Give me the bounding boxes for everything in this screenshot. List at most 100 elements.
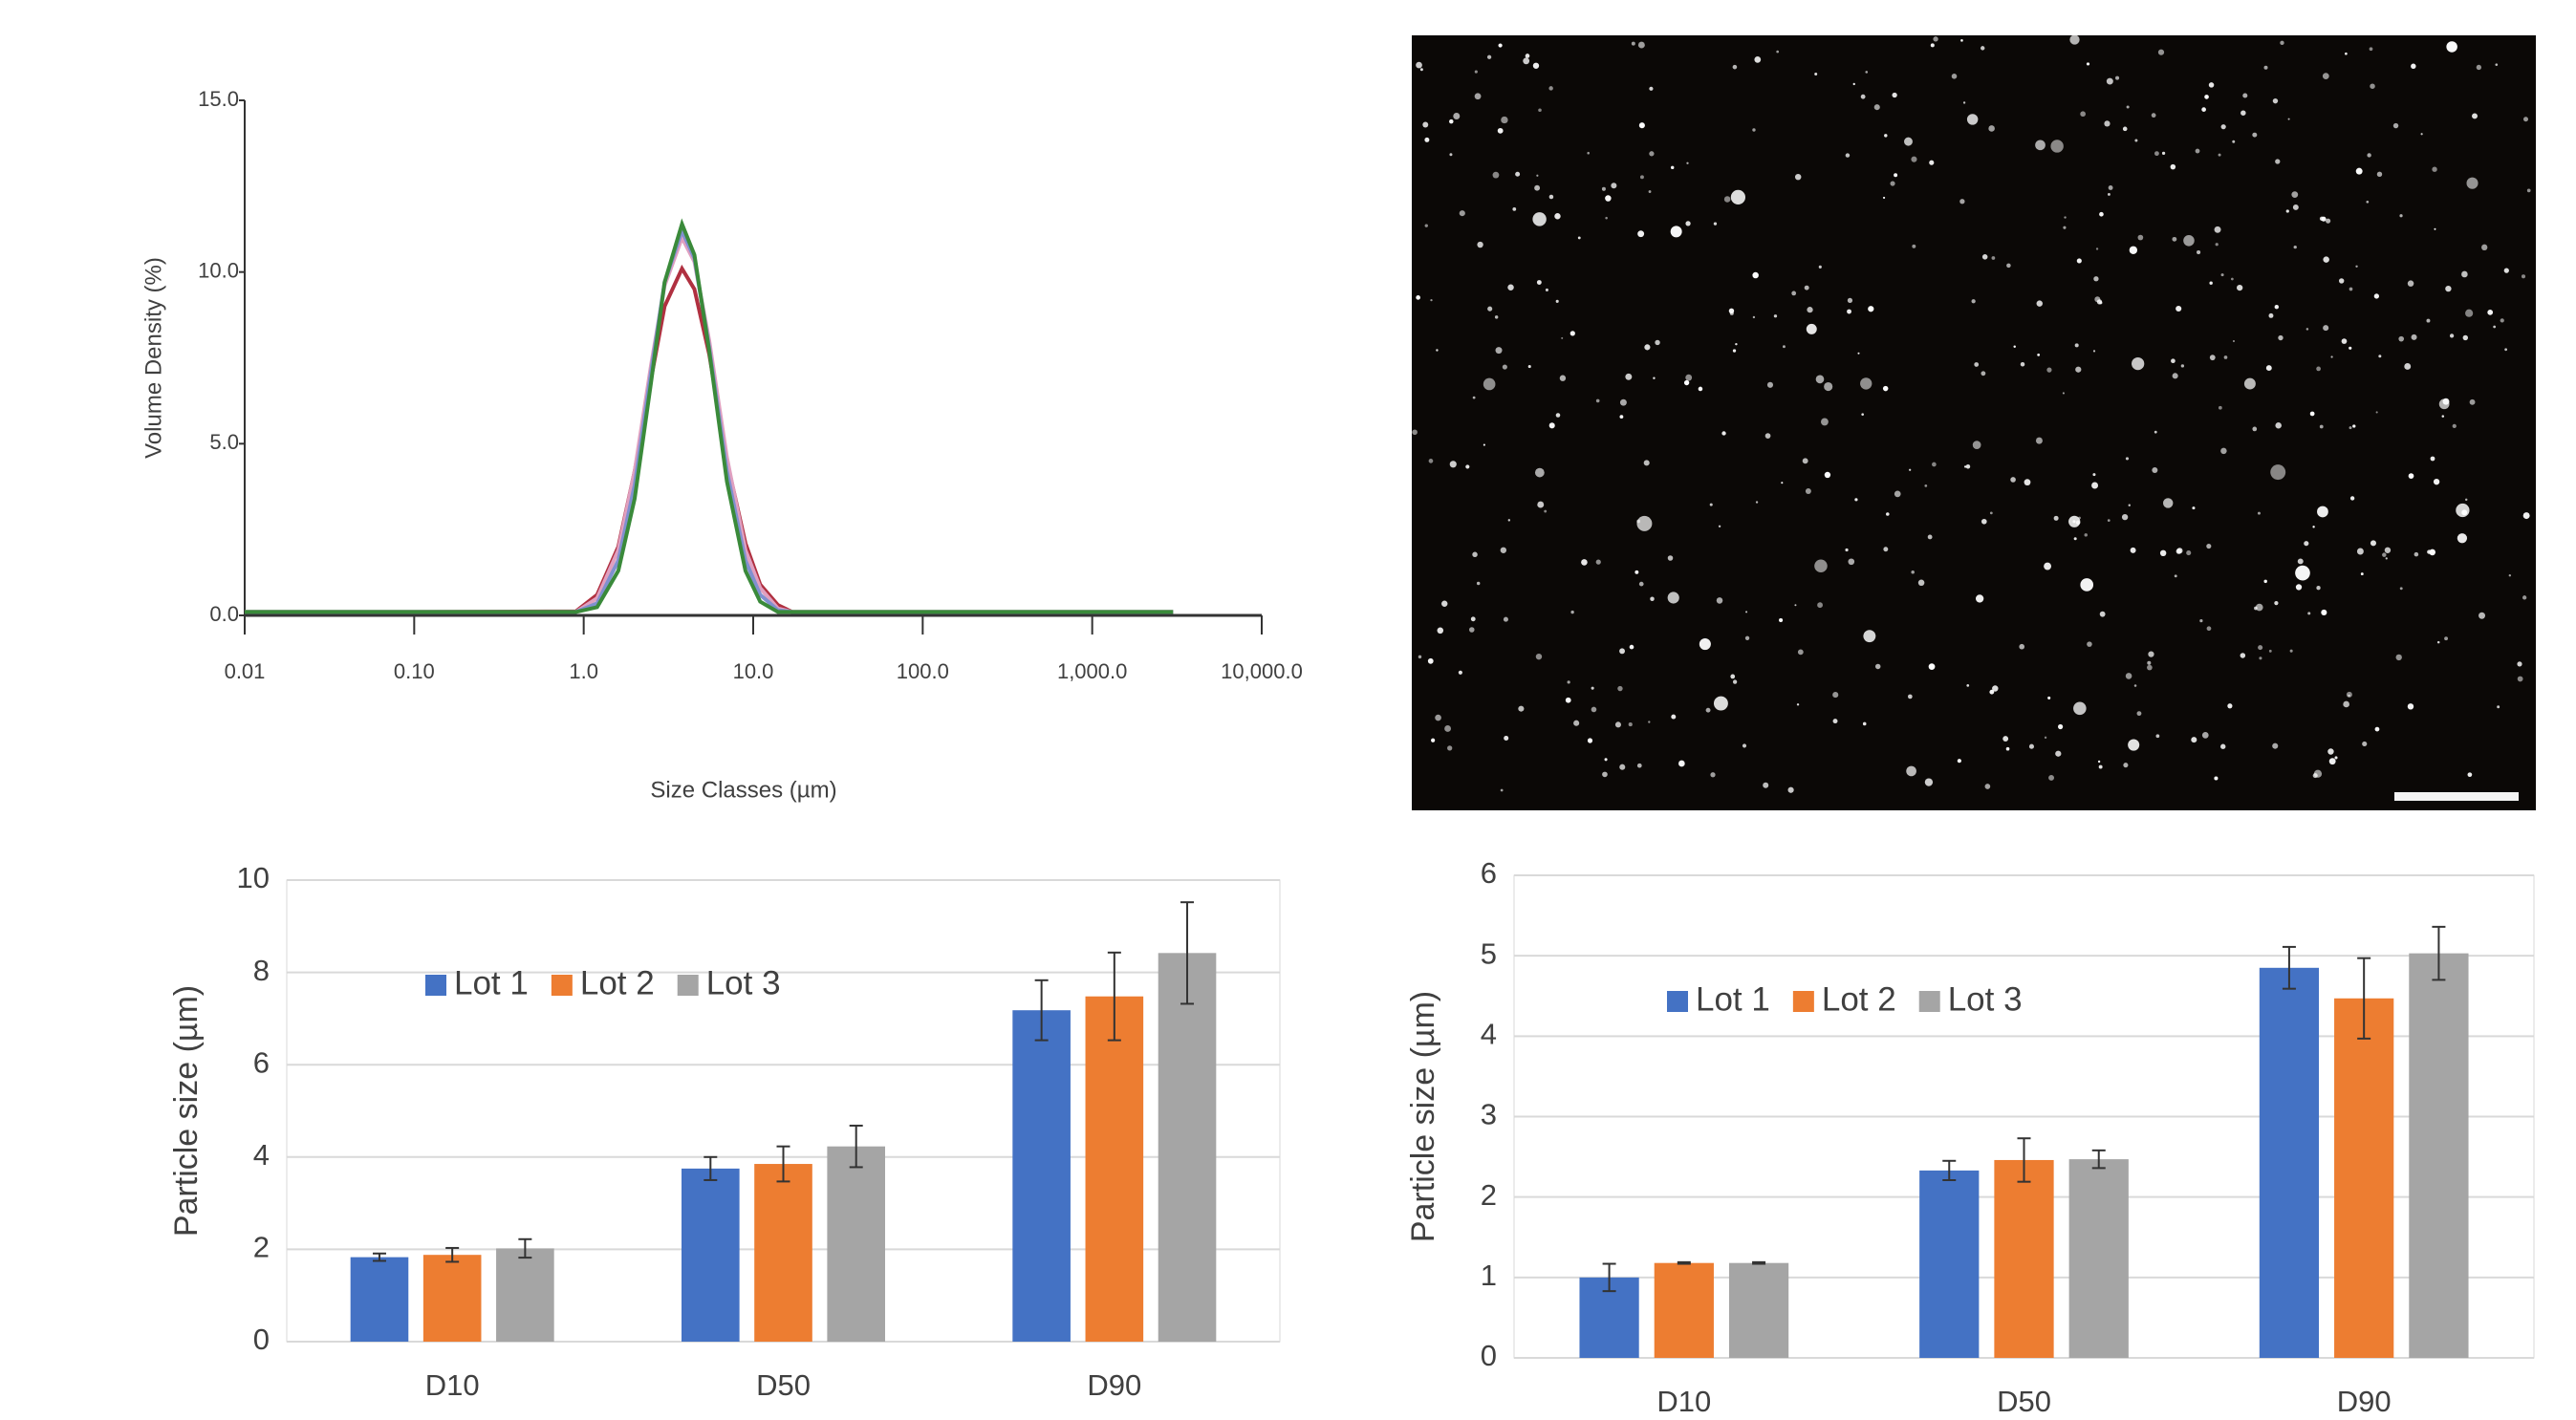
particle <box>1556 413 1561 418</box>
particle <box>2461 509 2467 515</box>
particle <box>2349 426 2352 429</box>
particle <box>2044 563 2051 570</box>
particle <box>1745 636 1749 640</box>
particle <box>2477 65 2481 70</box>
particle <box>1512 207 1516 211</box>
particle <box>2327 748 2333 754</box>
particle <box>1487 55 1491 59</box>
particle <box>1967 114 1978 124</box>
particle <box>2504 348 2507 351</box>
bar <box>1729 1263 1788 1358</box>
bar <box>423 1255 482 1342</box>
particle <box>1795 174 1801 180</box>
legend-label: Lot 3 <box>706 964 781 1001</box>
particle <box>1729 309 1734 313</box>
particle <box>2321 610 2327 615</box>
particle <box>1671 166 1674 169</box>
particle <box>2290 650 2293 653</box>
particle <box>1605 195 1611 201</box>
particle <box>1449 153 1452 156</box>
particle <box>1684 380 1689 385</box>
particle <box>2463 335 2468 340</box>
y-tick-label: 6 <box>1481 856 1497 890</box>
particle <box>1805 286 1809 290</box>
particle <box>1776 51 1779 54</box>
particle <box>1649 151 1654 156</box>
particle <box>2288 118 2290 120</box>
particle <box>1807 307 1812 312</box>
particle <box>1518 706 1524 712</box>
particle <box>1875 664 1881 670</box>
x-tick-label: D50 <box>1997 1385 2051 1418</box>
particle <box>2058 724 2063 729</box>
particle <box>1573 721 1579 726</box>
particle <box>1706 708 1711 713</box>
particle <box>2098 761 2100 763</box>
particle <box>1992 685 1998 691</box>
particle <box>1472 552 1477 557</box>
particle <box>1632 42 1635 46</box>
particle <box>1634 570 1638 574</box>
particle <box>1430 299 1432 301</box>
particle <box>2172 237 2176 242</box>
bar <box>2409 954 2468 1358</box>
particle <box>2339 278 2344 283</box>
particle <box>2091 483 2098 489</box>
particle <box>1581 559 1588 566</box>
particle <box>2450 333 2454 337</box>
particle <box>2263 580 2266 583</box>
particle <box>2258 645 2262 650</box>
particle <box>1649 87 1653 91</box>
particle <box>2269 650 2272 653</box>
particle <box>1536 654 1542 659</box>
particle <box>2108 193 2111 196</box>
particle <box>2075 343 2079 347</box>
particle <box>1477 582 1480 585</box>
particle <box>1765 433 1771 439</box>
particle <box>2037 300 2043 306</box>
particle <box>2317 506 2328 518</box>
particle <box>2137 711 2142 716</box>
particle <box>2147 665 2153 671</box>
particle <box>1526 54 1530 58</box>
particle <box>1501 548 1506 553</box>
x-tick-label: 10,000.0 <box>1221 659 1303 683</box>
particle <box>2357 549 2364 555</box>
particle <box>1756 501 1758 503</box>
particle <box>1471 616 1476 621</box>
particle <box>2242 93 2247 97</box>
particle <box>1619 648 1625 654</box>
particle <box>1925 778 1933 785</box>
particle <box>1861 413 1864 416</box>
particle <box>1874 104 1880 110</box>
particle <box>2063 226 2066 229</box>
particle <box>1819 266 1822 269</box>
particle <box>1721 431 1725 435</box>
y-axis-label: Particle size (µm) <box>1405 991 1441 1242</box>
particle <box>2021 362 2025 367</box>
particle <box>2481 245 2487 250</box>
particle <box>1668 555 1674 561</box>
particle <box>2376 411 2378 413</box>
legend-swatch <box>425 975 446 996</box>
particle <box>1931 43 1935 47</box>
particle <box>2350 496 2354 500</box>
particle <box>2036 438 2043 444</box>
particle <box>2024 479 2031 485</box>
particle <box>2085 533 2088 536</box>
particle <box>2522 595 2526 599</box>
particle <box>1532 212 1546 226</box>
particle <box>1605 217 1608 220</box>
particle <box>2047 697 2050 699</box>
particle <box>1549 195 1554 200</box>
x-tick-label: 0.10 <box>394 659 435 683</box>
particle <box>1504 736 1508 741</box>
particle <box>1779 618 1783 622</box>
particle <box>1988 125 1995 132</box>
particle <box>2465 310 2473 317</box>
particle <box>2209 82 2215 88</box>
particle <box>2275 422 2282 429</box>
x-tick-label: D90 <box>2337 1385 2392 1418</box>
particle <box>1453 113 1460 119</box>
bar <box>1086 997 1144 1342</box>
